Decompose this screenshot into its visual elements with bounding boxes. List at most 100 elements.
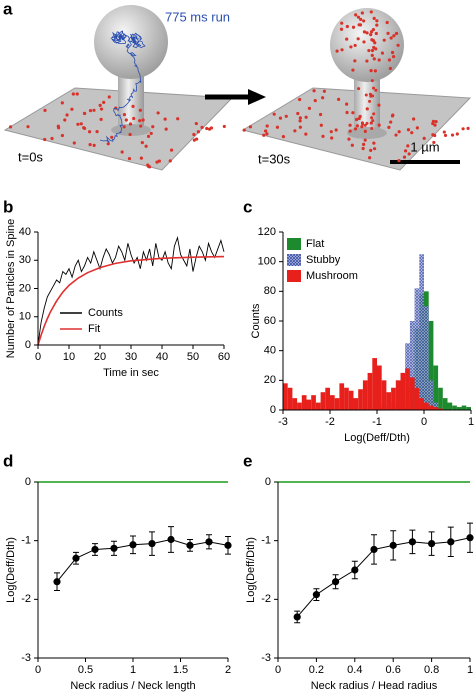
particle	[321, 134, 325, 138]
particle	[43, 137, 47, 142]
y-tick-label: -3	[21, 652, 31, 664]
particle	[102, 100, 106, 104]
particle	[298, 125, 302, 129]
particle	[149, 131, 153, 136]
legend-label: Fit	[88, 323, 100, 335]
x-tick-label: 0.4	[347, 664, 362, 676]
particle	[377, 123, 381, 127]
particle	[390, 50, 395, 55]
particle	[304, 132, 308, 136]
particle	[92, 108, 96, 112]
panel-label: e	[243, 451, 252, 470]
histogram-bar	[320, 392, 326, 410]
particle	[362, 30, 367, 34]
histogram-bar	[358, 389, 363, 410]
y-tick-label: 60	[264, 315, 276, 327]
particle	[264, 129, 268, 133]
legend-label: Counts	[88, 307, 123, 319]
histogram-bar	[325, 387, 330, 410]
particle	[284, 114, 288, 118]
particle	[371, 119, 375, 123]
particle	[402, 155, 407, 159]
particle	[71, 92, 75, 96]
x-tick-label: 40	[156, 351, 168, 363]
particle	[358, 23, 363, 27]
particle	[450, 133, 455, 137]
particle	[361, 142, 366, 147]
histogram-bar	[424, 306, 429, 410]
particle	[354, 117, 359, 122]
particle	[98, 103, 102, 107]
data-point	[312, 591, 320, 599]
particle	[392, 34, 396, 38]
data-point	[447, 538, 455, 546]
particle	[362, 19, 366, 23]
particle	[75, 92, 79, 96]
particle	[298, 119, 302, 123]
particle	[370, 48, 375, 53]
y-axis-label: Number of Particles in Spine	[5, 219, 17, 358]
particle	[373, 41, 377, 45]
particle	[353, 43, 357, 48]
particle	[369, 121, 373, 125]
particle	[106, 142, 110, 146]
particle	[351, 68, 355, 72]
particle	[163, 117, 167, 121]
particle	[369, 94, 373, 98]
particle	[330, 136, 334, 140]
y-tick-label: 30	[19, 254, 31, 266]
particle	[79, 122, 83, 126]
particle	[222, 124, 226, 129]
particle	[373, 147, 377, 151]
particle	[127, 156, 132, 161]
y-tick-label: 0	[270, 404, 276, 416]
histogram-bar	[301, 395, 307, 410]
particle	[296, 111, 300, 116]
particle	[370, 127, 374, 131]
histogram-bar	[315, 402, 321, 410]
particle	[131, 104, 135, 109]
legend-label: Flat	[306, 238, 324, 250]
particle	[275, 125, 280, 129]
panel-label: c	[243, 197, 252, 216]
histogram-bar	[438, 408, 443, 410]
data-point	[129, 541, 137, 549]
particle	[372, 16, 376, 20]
particle	[242, 128, 246, 132]
x-tick-label: 20	[94, 351, 106, 363]
particle	[262, 133, 266, 137]
particle	[354, 13, 358, 17]
particle	[192, 132, 196, 137]
x-tick-label: -3	[278, 416, 288, 428]
histogram-bar	[409, 377, 415, 410]
particle	[192, 138, 196, 142]
x-tick-label: -1	[372, 416, 382, 428]
particle	[281, 135, 286, 139]
particle	[88, 142, 92, 147]
particle	[348, 129, 352, 133]
particle	[412, 117, 416, 121]
legend-label: Mushroom	[306, 270, 358, 282]
particle	[407, 152, 411, 156]
data-point	[72, 554, 80, 562]
x-tick-label: 10	[63, 351, 75, 363]
x-tick-label: 60	[218, 351, 230, 363]
data-point	[370, 545, 378, 554]
particle	[351, 111, 355, 115]
histogram-bar	[306, 399, 312, 410]
spine-illustration: 775 ms run t=0s t=30s 1 µm	[3, 5, 472, 171]
histogram-bar	[456, 407, 462, 410]
data-point	[148, 540, 156, 548]
time-label: t=30s	[258, 151, 291, 166]
particle	[265, 124, 269, 128]
x-tick-label: 0	[35, 664, 41, 676]
particle	[57, 126, 61, 130]
particle	[353, 59, 357, 63]
panel-label: d	[3, 451, 13, 470]
y-tick-label: 120	[258, 226, 276, 238]
particle	[443, 133, 448, 138]
y-axis-label: Log(Deff/Dth)	[5, 537, 17, 603]
y-tick-label: 0	[25, 476, 31, 488]
data-point	[53, 578, 61, 586]
x-axis-label: Neck radius / Neck length	[70, 680, 195, 692]
